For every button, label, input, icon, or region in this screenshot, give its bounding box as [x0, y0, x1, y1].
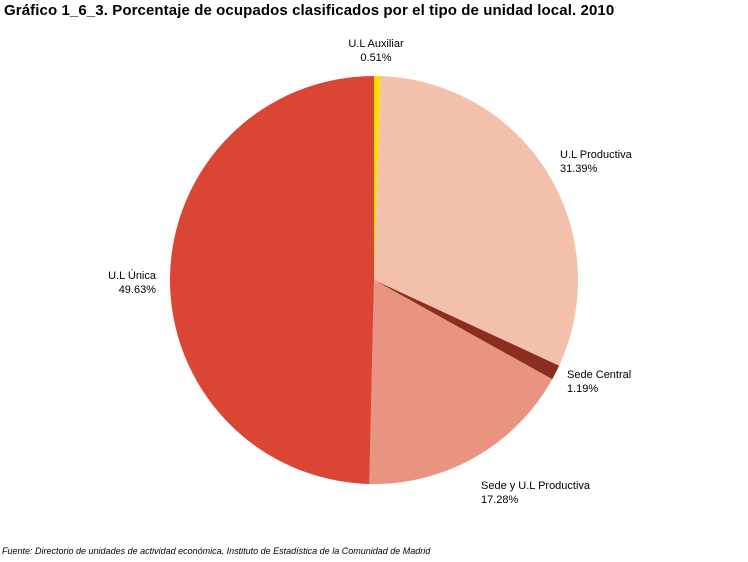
slice-value-u-l-unica: 49.63%: [119, 284, 157, 296]
pie-slice-u-l-unica: [169, 76, 374, 484]
slice-label-u-l-productiva: U.L Productiva: [560, 149, 633, 161]
slice-value-u-l-auxiliar: 0.51%: [360, 52, 391, 64]
pie-slice-u-l-auxiliar: [374, 76, 381, 280]
source-note: Fuente: Directorio de unidades de activi…: [2, 546, 431, 556]
pie-slice-u-l-productiva: [374, 76, 578, 366]
slice-label-sede-y-u-l-productiva: Sede y U.L Productiva: [481, 480, 591, 492]
pie-slice-sede-central: [374, 280, 560, 380]
slice-label-u-l-auxiliar: U.L Auxiliar: [348, 38, 404, 50]
chart-title: Gráfico 1_6_3. Porcentaje de ocupados cl…: [4, 2, 615, 19]
slice-value-sede-y-u-l-productiva: 17.28%: [481, 494, 519, 506]
slice-value-sede-central: 1.19%: [567, 383, 598, 395]
slice-value-u-l-productiva: 31.39%: [560, 163, 598, 175]
slice-label-sede-central: Sede Central: [567, 369, 631, 381]
pie-slice-sede-y-u-l-productiva: [369, 280, 553, 484]
pie-slices: [169, 76, 578, 484]
slice-label-u-l-unica: U.L Única: [108, 269, 157, 282]
